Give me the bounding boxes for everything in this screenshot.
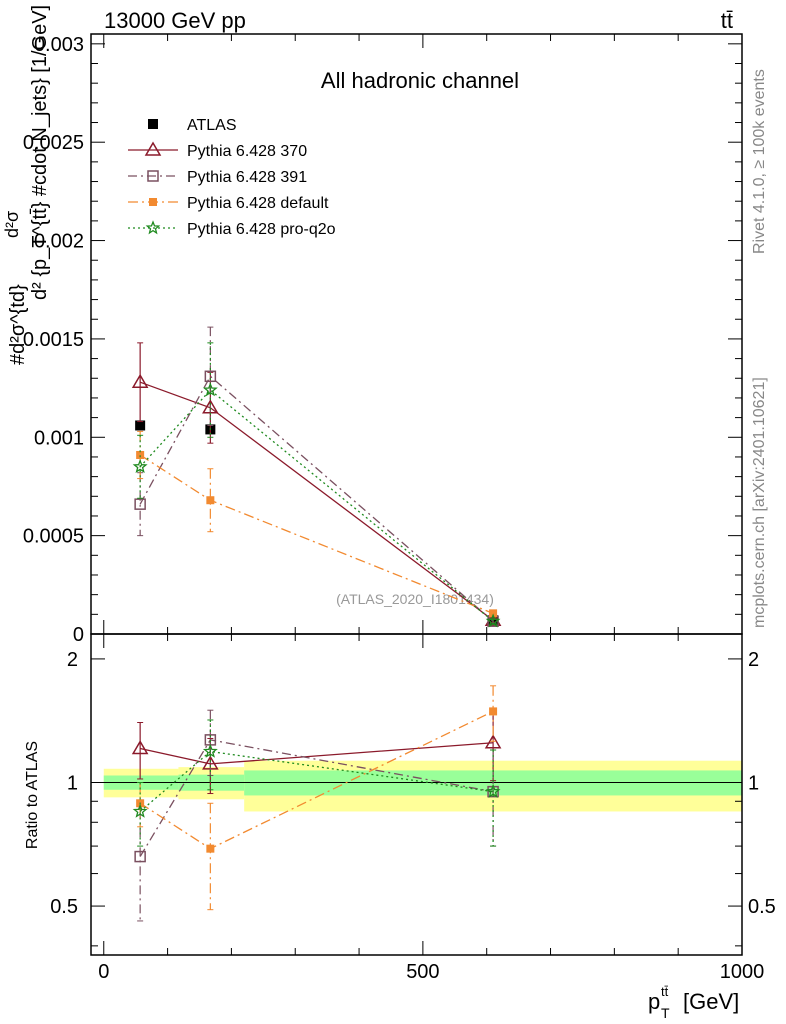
ratio-tick-label: 0.5 (50, 896, 78, 918)
data-point (131, 373, 149, 388)
series-line (139, 454, 494, 614)
series-line (139, 381, 494, 621)
series-pythia-6-428-370 (131, 342, 502, 626)
x-tick-label: 500 (406, 961, 439, 983)
y-tick-label: 0.003 (34, 34, 84, 56)
y-tick-label: 0.0005 (23, 526, 84, 548)
y-axis-title-line-2: d²σ (2, 211, 22, 238)
rivet-version-label: Rivet 4.1.0, ≥ 100k events (751, 69, 768, 254)
data-point (132, 803, 148, 818)
data-point (206, 496, 215, 505)
series-pythia-6-428-default (136, 430, 498, 618)
y-tick-label: 0.001 (34, 427, 84, 449)
analysis-watermark: (ATLAS_2020_I1801434) (336, 591, 494, 607)
header-right-label: tt̄ (721, 8, 733, 33)
data-point (202, 743, 218, 758)
ratio-panel-frame (90, 633, 743, 956)
data-point (489, 707, 498, 716)
data-point (484, 734, 502, 749)
series-pythia-6-428-pro-q2o (132, 342, 501, 628)
data-point (144, 141, 162, 156)
ratio-series-pythia-6-428-pro-q2o (132, 719, 501, 847)
data-point (132, 459, 148, 474)
ratio-series-pythia-6-428-391 (134, 709, 499, 922)
y-tick-label: 0.0015 (23, 329, 84, 351)
ratio-tick-label-right: 2 (748, 649, 759, 671)
data-point (485, 613, 501, 628)
x-axis-title-p: p (648, 989, 660, 1014)
header-left-label: 13000 GeV pp (104, 8, 246, 33)
legend-label: Pythia 6.428 pro-q2o (187, 221, 336, 238)
ratio-line (139, 750, 494, 812)
mcplots-label: mcplots.cern.ch [arXiv:2401.10621] (751, 377, 768, 628)
ratio-tick-label: 2 (67, 649, 78, 671)
data-point (485, 783, 501, 798)
ratio-series-pythia-6-428-370 (131, 710, 502, 795)
data-point (489, 609, 498, 618)
data-point (204, 370, 217, 383)
legend: ATLAS Pythia 6.428 370 Pythia 6.428 391 Pyt… (128, 117, 336, 238)
series-line (139, 375, 494, 622)
chart-title: All hadronic channel (321, 68, 519, 93)
data-point (136, 450, 145, 459)
ratio-tick-label-right: 1 (748, 772, 759, 794)
data-point (135, 420, 146, 431)
x-axis-title-sup: tt̄ (661, 984, 669, 999)
legend-label: Pythia 6.428 default (187, 195, 329, 212)
data-point (131, 740, 149, 755)
series-line (139, 389, 494, 622)
data-point (134, 498, 146, 510)
data-point (134, 850, 146, 863)
y-axis-title-line-1: #d²σ^{td} (7, 284, 29, 365)
legend-label: ATLAS (187, 117, 237, 134)
legend-label: Pythia 6.428 391 (187, 169, 307, 186)
x-tick-label: 0 (98, 961, 109, 983)
x-tick-label: 1000 (720, 961, 765, 983)
y-tick-label: 0 (73, 624, 84, 646)
data-point (202, 382, 218, 397)
main-panel: All hadronic channel (ATLAS_2020_I180143… (2, 5, 519, 628)
ratio-panel: Ratio to ATLAS (24, 685, 743, 922)
x-axis-title-sub: T (661, 1005, 670, 1021)
y-axis-title-line-3: d² {p_T^{tt̄} #cdot N_jets} [1/GeV] (29, 5, 51, 300)
data-point (206, 844, 215, 853)
ratio-tick-label: 1 (67, 772, 78, 794)
ratio-axis-title: Ratio to ATLAS (24, 741, 41, 849)
y-tick-label: 0.0025 (23, 132, 84, 154)
x-axis-title-unit: [GeV] (683, 989, 739, 1014)
data-point (149, 198, 157, 206)
data-point (147, 170, 159, 182)
y-axis-title: #d²σ^{td} d²σ d² {p_T^{tt̄} #cdot N_jets… (2, 5, 51, 365)
legend-label: Pythia 6.428 370 (187, 143, 307, 160)
data-point (145, 220, 161, 235)
ratio-tick-label-right: 0.5 (748, 896, 776, 918)
x-axis-title: p T tt̄ [GeV] (648, 984, 739, 1021)
data-point (148, 119, 158, 129)
data-point (202, 399, 219, 414)
y-tick-label: 0.002 (34, 231, 84, 253)
